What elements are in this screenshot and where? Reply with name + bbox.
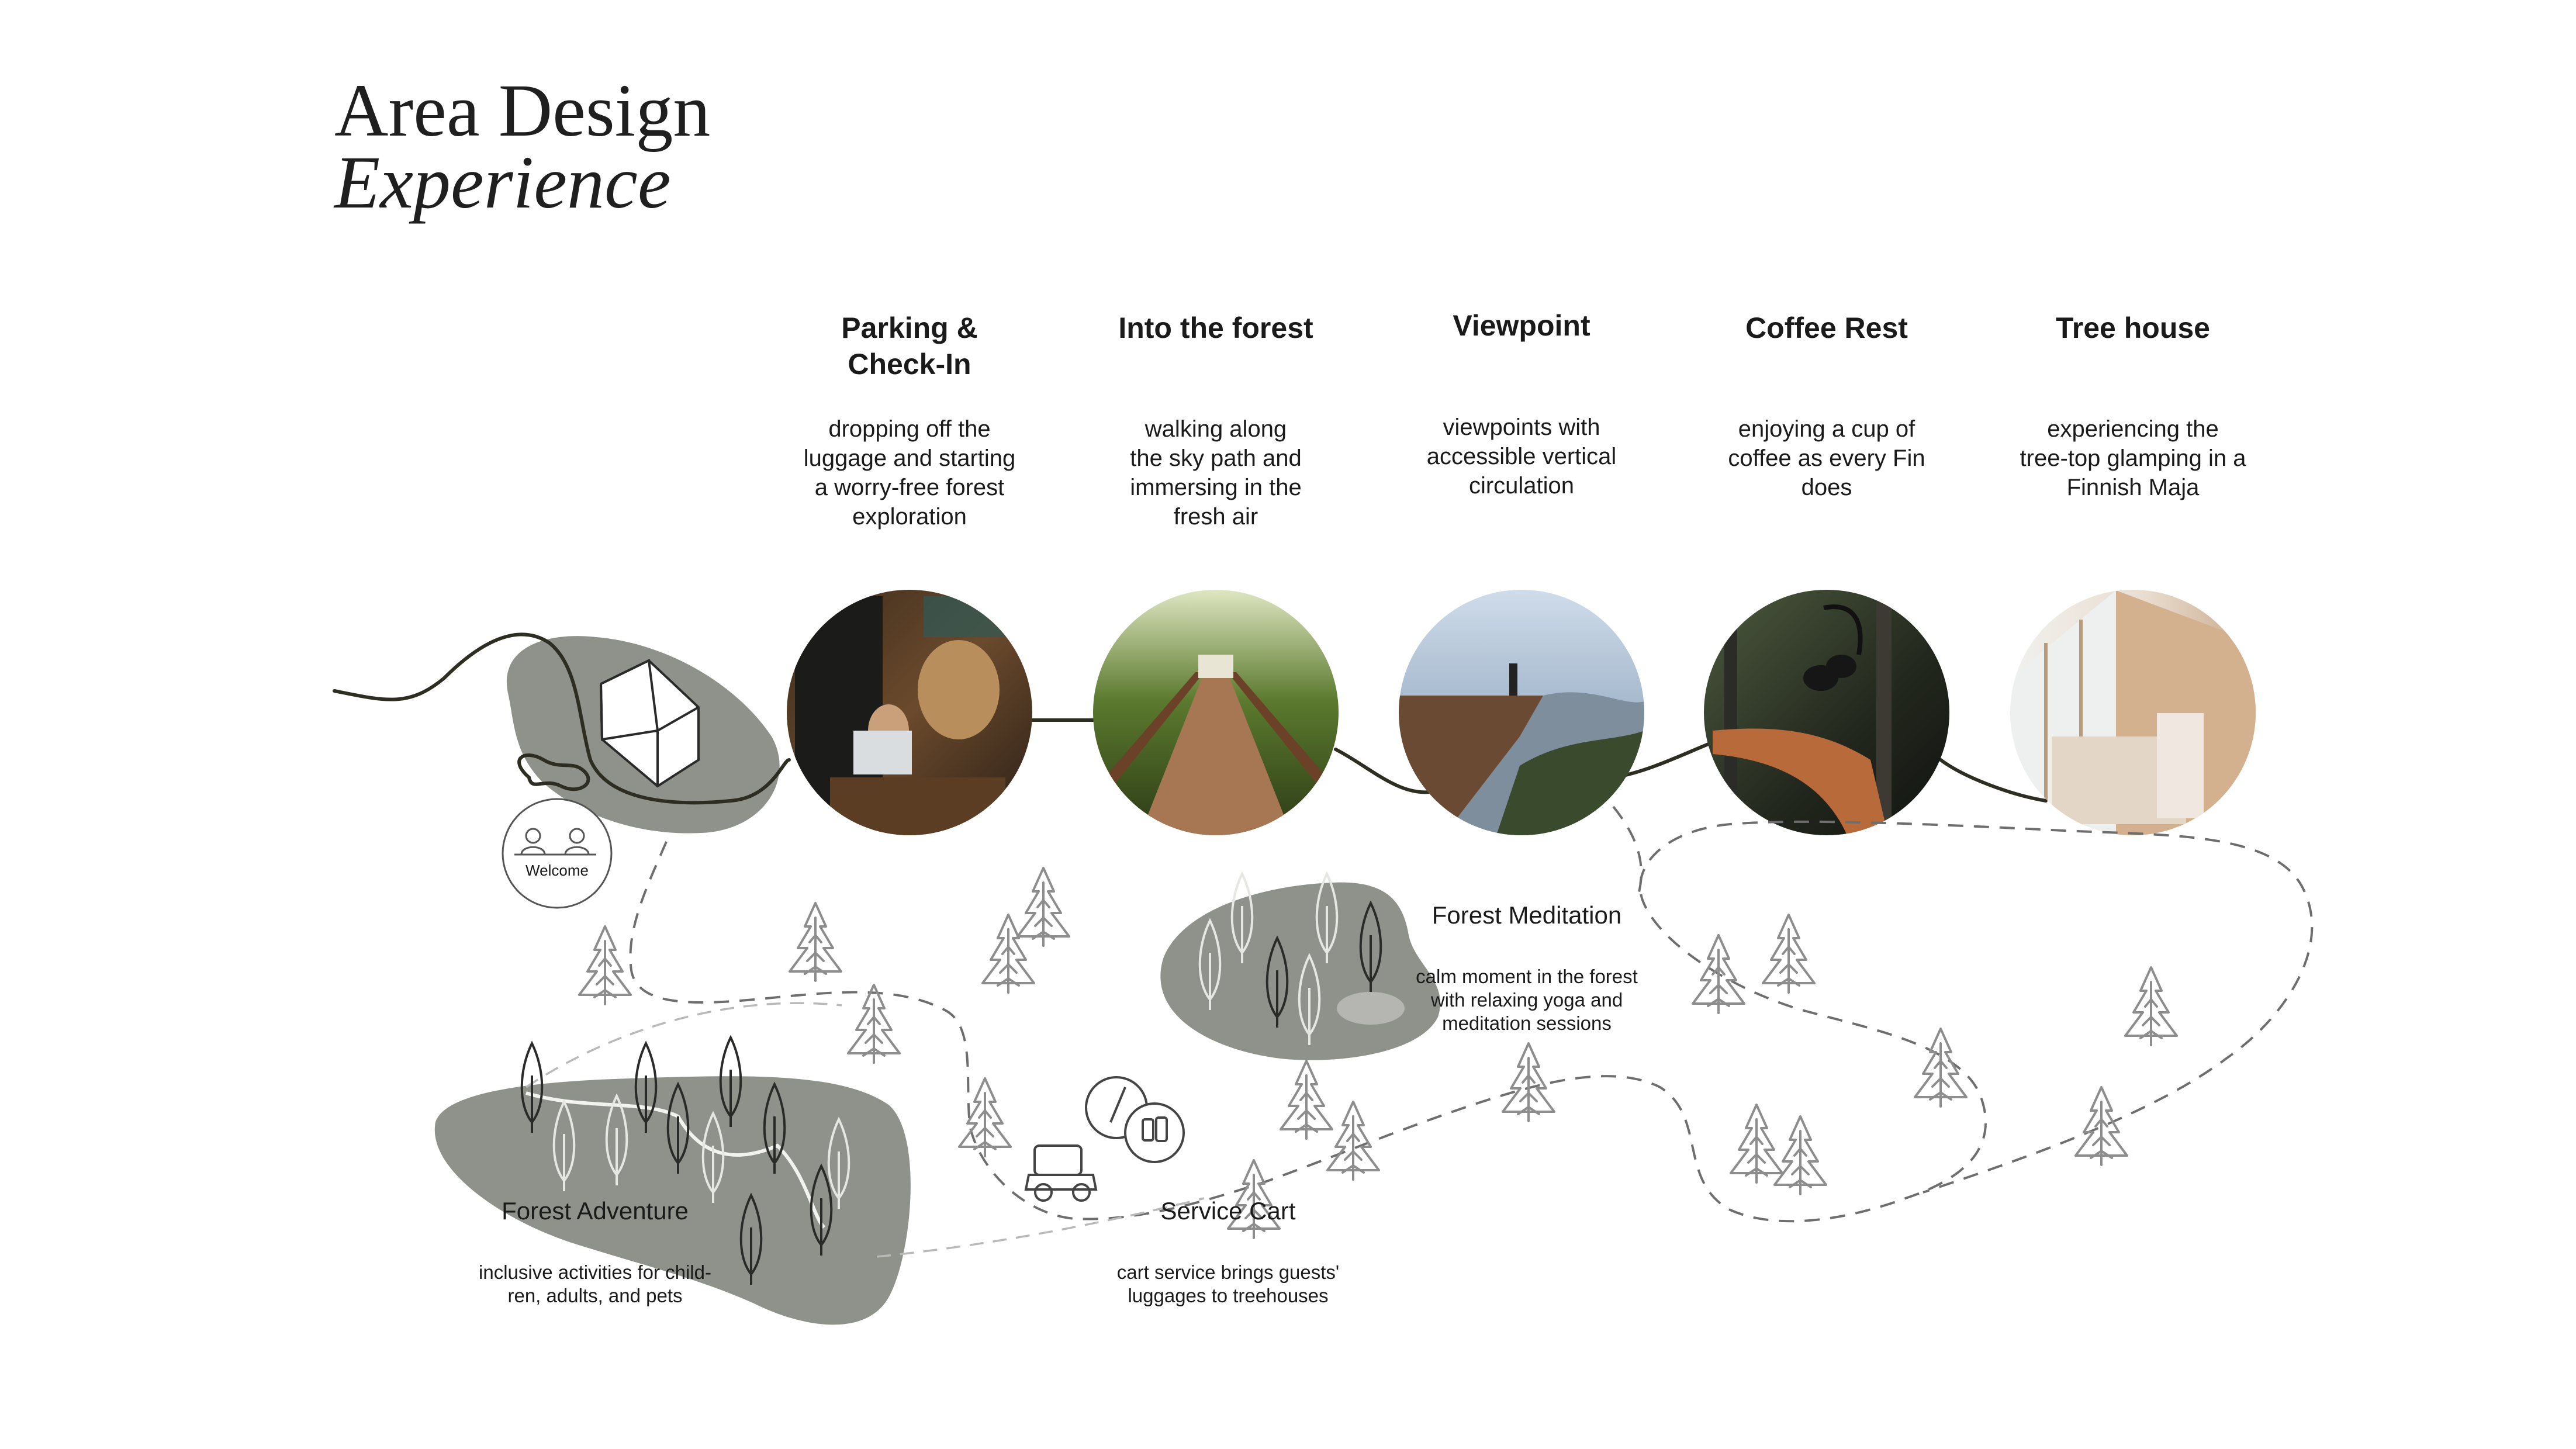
stage-2-desc-line: fresh air bbox=[1174, 504, 1258, 530]
service-cart-desc-line: cart service brings guests' bbox=[1117, 1261, 1339, 1283]
stage-headings: Parking & Check-In Into the forest Viewp… bbox=[841, 309, 2210, 381]
stage-2-heading: Into the forest bbox=[1118, 312, 1313, 344]
title-line-1: Area Design bbox=[334, 69, 710, 152]
forest-coffee-bar-photo bbox=[1704, 590, 1949, 835]
stage-1-desc-line: luggage and starting bbox=[804, 445, 1016, 471]
reception-desk-photo bbox=[787, 590, 1032, 835]
forest-adventure-title: Forest Adventure bbox=[502, 1197, 689, 1225]
stage-descriptions: dropping off the luggage and starting a … bbox=[804, 414, 2246, 530]
stage-4-desc-line: enjoying a cup of bbox=[1738, 416, 1915, 442]
stage-4-desc-line: coffee as every Fin bbox=[1728, 445, 1925, 471]
forest-adventure-desc-line: ren, adults, and pets bbox=[507, 1285, 682, 1306]
forest-adventure-desc-line: inclusive activities for child- bbox=[479, 1261, 711, 1283]
welcome-label: Welcome bbox=[525, 862, 589, 879]
stage-1-desc-line: exploration bbox=[852, 504, 967, 530]
stage-2-desc-line: the sky path and bbox=[1130, 445, 1302, 471]
treehouse-bedroom-photo bbox=[2010, 590, 2256, 835]
experience-path bbox=[333, 632, 2048, 805]
adventure-route-dashed bbox=[525, 1002, 1205, 1258]
stage-5-desc-line: tree-top glamping in a bbox=[2020, 445, 2247, 471]
welcome-circle bbox=[502, 798, 613, 909]
stage-1-desc-line: dropping off the bbox=[828, 416, 990, 442]
luggage-bubble-icon bbox=[1085, 1076, 1185, 1163]
stage-photos bbox=[787, 590, 2256, 835]
forest-meditation-title: Forest Meditation bbox=[1432, 901, 1621, 929]
zipline-rope bbox=[525, 1091, 826, 1229]
stage-5-desc-line: Finnish Maja bbox=[2067, 475, 2200, 500]
people-icon bbox=[514, 828, 596, 856]
stage-1-desc-line: a worry-free forest bbox=[815, 475, 1005, 500]
mountain-viewpoint-deck-photo bbox=[1399, 590, 1644, 835]
sky-path-bridge-photo bbox=[1093, 590, 1339, 835]
forest-meditation-label: Forest Meditation calm moment in the for… bbox=[1416, 901, 1638, 1034]
forest-meditation-desc-line: with relaxing yoga and bbox=[1430, 989, 1623, 1011]
stage-5-heading: Tree house bbox=[2056, 312, 2210, 344]
walking-route-dashed bbox=[629, 820, 2314, 1223]
page-title: Area Design Experience bbox=[333, 69, 710, 224]
yoga-mat-icon bbox=[1337, 992, 1405, 1025]
service-cart-desc-line: luggages to treehouses bbox=[1128, 1285, 1328, 1306]
title-line-2: Experience bbox=[333, 141, 671, 224]
stage-3-desc-line: circulation bbox=[1469, 473, 1574, 499]
stage-2-desc-line: walking along bbox=[1144, 416, 1287, 442]
stage-1-heading-line-1: Parking & bbox=[841, 312, 977, 344]
golf-cart-icon bbox=[1024, 1144, 1098, 1202]
stage-3-desc-line: accessible vertical bbox=[1427, 444, 1617, 469]
stage-3-heading: Viewpoint bbox=[1453, 309, 1590, 342]
stage-5-desc-line: experiencing the bbox=[2047, 416, 2219, 442]
forest-adventure-label: Forest Adventure inclusive activities fo… bbox=[479, 1197, 711, 1306]
forest-meditation-desc-line: calm moment in the forest bbox=[1416, 966, 1638, 987]
welcome-marker: Welcome bbox=[502, 658, 700, 909]
loop-knot-icon bbox=[517, 753, 590, 791]
viewpoint-route-dashed bbox=[1612, 805, 1643, 901]
service-cart-label: Service Cart cart service brings guests'… bbox=[1117, 1197, 1339, 1306]
stage-3-desc-line: viewpoints with bbox=[1443, 414, 1600, 440]
forest-meditation-desc-line: meditation sessions bbox=[1442, 1012, 1612, 1034]
stage-4-desc-line: does bbox=[1802, 475, 1852, 500]
stage-2-desc-line: immersing in the bbox=[1130, 475, 1301, 500]
forest-meditation-zone-blob bbox=[1160, 882, 1441, 1060]
service-cart-title: Service Cart bbox=[1160, 1197, 1295, 1225]
stage-4-heading: Coffee Rest bbox=[1745, 312, 1908, 344]
stage-1-heading-line-2: Check-In bbox=[848, 348, 971, 381]
